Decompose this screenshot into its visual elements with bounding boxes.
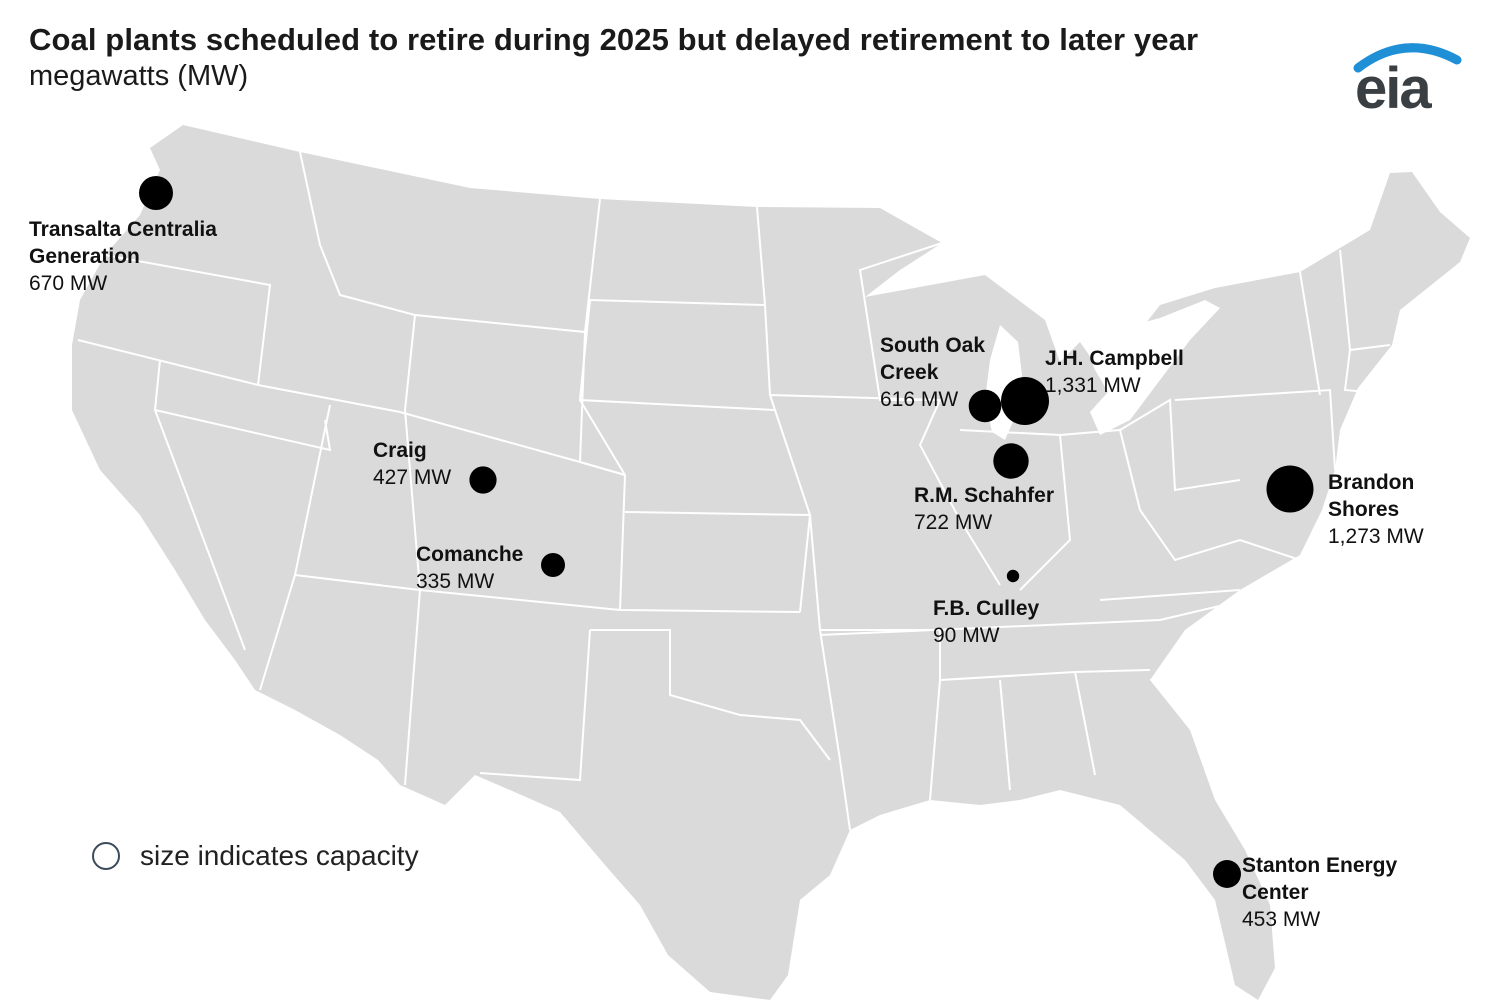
- plant-marker: [993, 443, 1029, 479]
- plant-capacity: 453 MW: [1242, 908, 1321, 931]
- plant-name: F.B. Culley: [933, 597, 1040, 620]
- plant-name: Stanton Energy: [1242, 854, 1398, 877]
- plant-name: Center: [1242, 881, 1309, 904]
- plant-marker: [1001, 377, 1049, 425]
- plant-label: Stanton Energy Center 453 MW: [1242, 852, 1397, 933]
- legend-text: size indicates capacity: [140, 840, 419, 871]
- plant-label: J.H. Campbell 1,331 MW: [1045, 345, 1184, 399]
- plant-marker: [1006, 569, 1020, 583]
- eia-logo-text: eia: [1355, 56, 1432, 121]
- plant-label: Brandon Shores 1,273 MW: [1328, 469, 1424, 550]
- hollow-circle-icon: [92, 842, 120, 870]
- state-borders: [77, 151, 1401, 831]
- plant-marker: [1213, 860, 1241, 888]
- plant-capacity: 1,273 MW: [1328, 525, 1424, 548]
- plant-label: Transalta Centralia Generation 670 MW: [29, 216, 217, 297]
- plant-capacity: 427 MW: [373, 466, 452, 489]
- plant-capacity: 616 MW: [880, 388, 959, 411]
- plant-capacity: 670 MW: [29, 272, 108, 295]
- plant-marker: [139, 176, 173, 210]
- plant-name: South Oak: [880, 334, 986, 357]
- plant-name: Brandon: [1328, 471, 1415, 494]
- chart-subtitle: megawatts (MW): [29, 60, 249, 92]
- chart-title: Coal plants scheduled to retire during 2…: [29, 22, 1199, 57]
- great-lakes-east: [1085, 300, 1220, 435]
- plant-label: F.B. Culley 90 MW: [933, 595, 1039, 649]
- eia-logo: eia: [1350, 38, 1465, 123]
- plant-capacity: 1,331 MW: [1045, 374, 1141, 397]
- plant-name: Transalta Centralia: [29, 218, 217, 241]
- plant-label: South Oak Creek 616 MW: [880, 332, 985, 413]
- plant-name: Creek: [880, 361, 939, 384]
- plant-name: J.H. Campbell: [1045, 347, 1184, 370]
- plant-capacity: 722 MW: [914, 511, 993, 534]
- plant-name: Shores: [1328, 498, 1400, 521]
- plant-marker: [541, 553, 565, 577]
- plant-marker: [469, 466, 497, 494]
- plant-name: Craig: [373, 439, 427, 462]
- plant-marker: [1266, 465, 1314, 513]
- plant-capacity: 90 MW: [933, 624, 1000, 647]
- us-landmass: [72, 125, 1470, 1000]
- plant-name: R.M. Schahfer: [914, 484, 1055, 507]
- eia-logo-arc-icon: [1353, 43, 1462, 73]
- plant-capacity: 335 MW: [416, 570, 495, 593]
- plant-name: Generation: [29, 245, 140, 268]
- plant-label: R.M. Schahfer 722 MW: [914, 482, 1054, 536]
- plant-label: Craig 427 MW: [373, 437, 451, 491]
- plant-label: Comanche 335 MW: [416, 541, 523, 595]
- plant-name: Comanche: [416, 543, 524, 566]
- size-legend: size indicates capacity: [92, 838, 419, 874]
- plant-marker: [968, 389, 1002, 423]
- plant-markers: [139, 176, 1314, 888]
